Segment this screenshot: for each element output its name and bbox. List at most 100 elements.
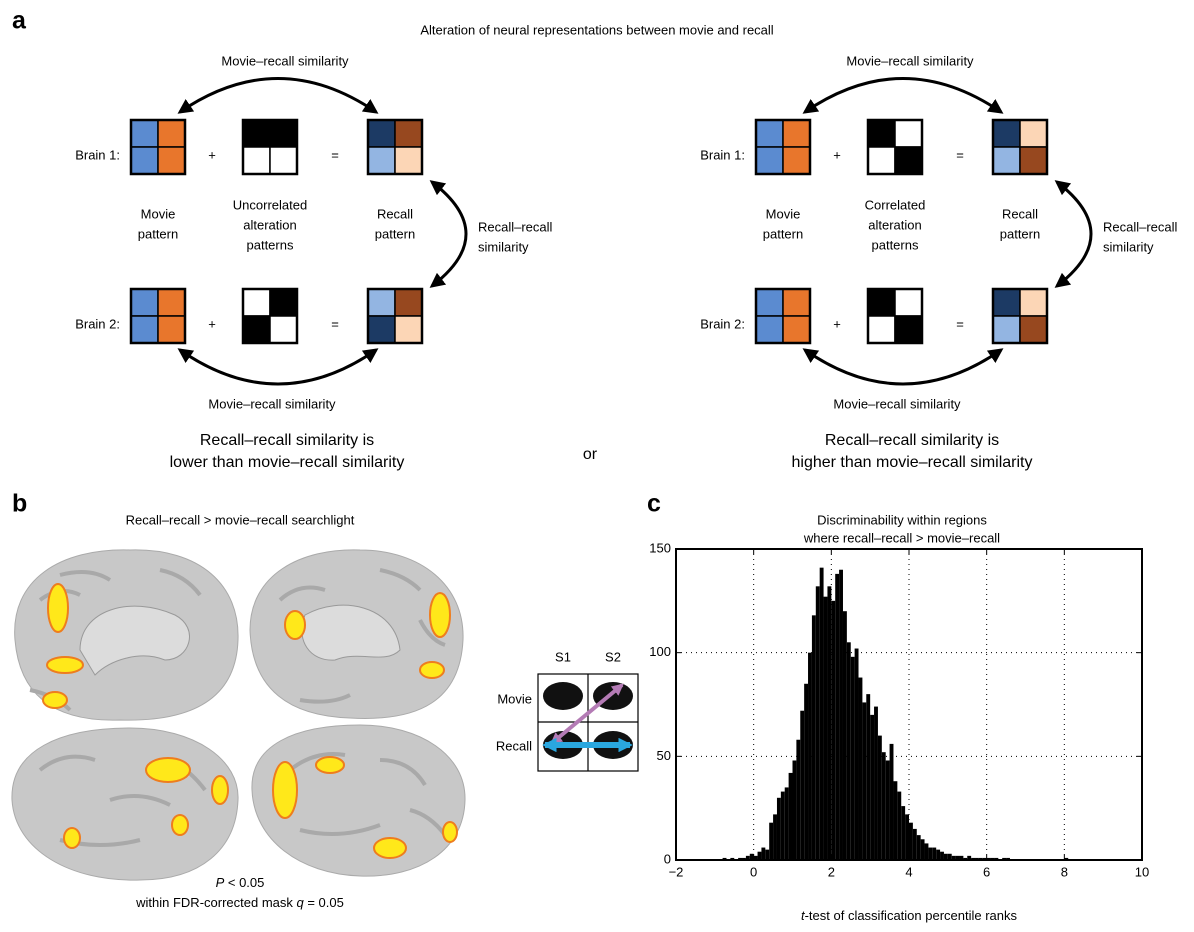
- plus-sign: +: [208, 147, 216, 162]
- conclusion: Recall–recall similarity is: [825, 432, 999, 449]
- matrix-cell: [158, 289, 185, 316]
- matrix-cell: [270, 147, 297, 174]
- matrix-cell: [131, 289, 158, 316]
- bar: [765, 850, 769, 860]
- bar: [859, 678, 863, 860]
- matrix-cell: [131, 316, 158, 343]
- bar: [843, 611, 847, 860]
- text-part: -test of classification percentile ranks: [805, 908, 1018, 923]
- figure: aAlteration of neural representations be…: [0, 0, 1194, 932]
- bar: [862, 702, 866, 860]
- bar: [893, 781, 897, 860]
- brain-surfaces: [12, 550, 465, 880]
- equals-sign: =: [331, 147, 339, 162]
- x-tick-label: 4: [905, 864, 912, 879]
- bar: [917, 835, 921, 860]
- matrix-cell: [895, 289, 922, 316]
- pattern-label: Uncorrelated: [233, 197, 307, 212]
- matrix-cell: [895, 120, 922, 147]
- matrix-cell: [1020, 289, 1047, 316]
- arrow-label: Recall–recall: [1103, 219, 1178, 234]
- matrix-cell: [368, 147, 395, 174]
- bar: [909, 823, 913, 860]
- matrix-cell: [756, 289, 783, 316]
- matrix-cell: [395, 120, 422, 147]
- bar: [773, 814, 777, 860]
- bar: [890, 744, 894, 860]
- y-tick-label: 100: [649, 644, 671, 659]
- matrix-cell: [270, 289, 297, 316]
- bar: [932, 848, 936, 860]
- arrow-label: Movie–recall similarity: [208, 396, 336, 411]
- pattern-label: Movie: [766, 206, 801, 221]
- matrix-cell: [395, 147, 422, 174]
- chart-title: Discriminability within regions: [817, 512, 987, 527]
- bar: [827, 586, 831, 860]
- conclusion: higher than movie–recall similarity: [792, 454, 1033, 471]
- pattern-label: patterns: [872, 237, 919, 252]
- bar: [831, 601, 835, 860]
- bar: [785, 787, 789, 860]
- equals-sign: =: [956, 316, 964, 331]
- matrix-cell: [868, 289, 895, 316]
- pattern-label: alteration: [243, 217, 296, 232]
- bar: [921, 839, 925, 860]
- arrow-label: similarity: [1103, 239, 1154, 254]
- matrix-cell: [368, 316, 395, 343]
- bar: [882, 752, 886, 860]
- pattern-label: patterns: [247, 237, 294, 252]
- matrix-cell: [1020, 147, 1047, 174]
- matrix-cell: [395, 316, 422, 343]
- matrix-cell: [243, 316, 270, 343]
- matrix-cell: [868, 316, 895, 343]
- matrix-cell: [1020, 120, 1047, 147]
- matrix-cell: [783, 316, 810, 343]
- bar: [851, 657, 855, 860]
- x-tick-label: 10: [1135, 864, 1149, 879]
- x-tick-label: −2: [669, 864, 684, 879]
- x-tick-label: 8: [1061, 864, 1068, 879]
- bar: [793, 760, 797, 860]
- matrix-cell: [243, 289, 270, 316]
- similarity-arrow: [805, 79, 1001, 113]
- inset-label: Movie: [497, 691, 532, 706]
- or-text: or: [583, 446, 598, 463]
- pattern-label: alteration: [868, 217, 921, 232]
- text-part: P: [216, 875, 225, 890]
- x-axis-label: t-test of classification percentile rank…: [801, 908, 1018, 923]
- brain-label: Brain 2:: [700, 316, 745, 331]
- matrix-cell: [783, 289, 810, 316]
- matrix-cell: [993, 289, 1020, 316]
- x-tick-label: 0: [750, 864, 757, 879]
- matrix-cell: [993, 316, 1020, 343]
- bar: [905, 814, 909, 860]
- bar: [866, 694, 870, 860]
- y-tick-label: 50: [657, 748, 671, 763]
- bar: [761, 848, 765, 860]
- matrix-cell: [993, 147, 1020, 174]
- matrix-cell: [243, 120, 270, 147]
- matrix-cell: [131, 120, 158, 147]
- bar: [913, 829, 917, 860]
- inset-label: S1: [555, 649, 571, 664]
- matrix-cell: [783, 147, 810, 174]
- brain-label: Brain 1:: [700, 147, 745, 162]
- caption: within FDR-corrected mask q = 0.05: [135, 895, 344, 910]
- bar: [808, 653, 812, 860]
- similarity-arrow: [432, 182, 466, 286]
- brain-label: Brain 1:: [75, 147, 120, 162]
- y-tick-label: 150: [649, 540, 671, 555]
- panel-label: c: [647, 490, 661, 518]
- matrix-cell: [158, 147, 185, 174]
- matrix-cell: [868, 120, 895, 147]
- brain-label: Brain 2:: [75, 316, 120, 331]
- panel-label: a: [12, 7, 27, 35]
- matrix-cell: [1020, 316, 1047, 343]
- matrix-cell: [993, 120, 1020, 147]
- matrix-cell: [756, 316, 783, 343]
- similarity-arrow: [1057, 182, 1091, 286]
- y-tick-label: 0: [664, 851, 671, 866]
- pattern-label: Movie: [141, 206, 176, 221]
- pattern-label: pattern: [375, 226, 415, 241]
- plus-sign: +: [833, 147, 841, 162]
